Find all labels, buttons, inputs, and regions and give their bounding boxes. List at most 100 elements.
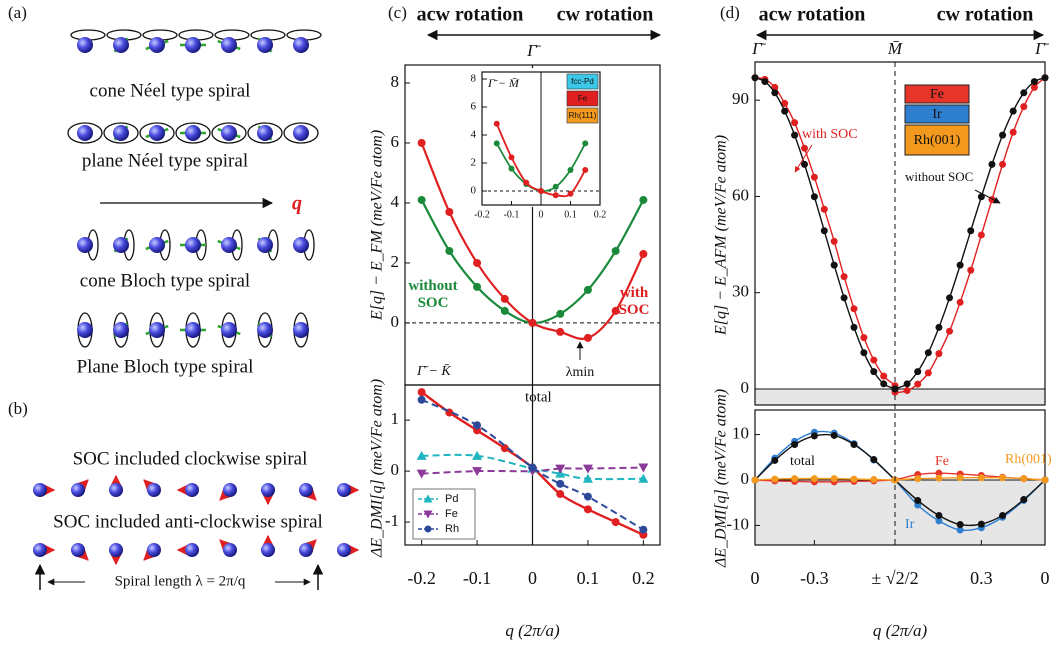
data-point <box>493 140 500 147</box>
row-label: Plane Bloch type spiral <box>77 356 254 377</box>
layer-label: fcc-Pd <box>571 77 594 86</box>
data-point <box>914 368 922 376</box>
y-tick-label: 90 <box>732 89 749 108</box>
data-point <box>810 193 818 201</box>
series-label: Rh(001) <box>1005 452 1051 467</box>
spin-ball <box>185 125 201 141</box>
x-tick-label: 0 <box>1041 568 1050 588</box>
spin-ball <box>77 237 93 253</box>
data-point <box>850 323 858 331</box>
data-point <box>840 294 848 302</box>
y-tick-label: 2 <box>471 157 477 169</box>
direction-heading: cw rotation <box>557 4 654 26</box>
data-point <box>946 327 954 335</box>
data-point <box>567 190 574 197</box>
x-axis-label: q (2π/a) <box>873 621 928 640</box>
y-tick-label: 4 <box>391 192 400 211</box>
data-point <box>810 432 818 440</box>
y-tick-label: 0 <box>741 469 750 488</box>
data-point <box>1020 103 1028 111</box>
spin-ball <box>261 483 275 497</box>
spin-plane <box>175 122 211 144</box>
legend-marker <box>423 510 433 519</box>
panel-label: (d) <box>720 3 740 22</box>
data-point <box>791 441 799 449</box>
data-point <box>582 473 593 483</box>
row-label: SOC included anti-clockwise spiral <box>53 511 323 532</box>
data-point <box>1020 496 1028 504</box>
data-point <box>523 179 530 186</box>
data-point <box>1020 89 1028 97</box>
legend-label: Pd <box>445 493 458 505</box>
series-label: without SOC <box>905 169 973 184</box>
spin-ball <box>185 237 201 253</box>
y-axis-label: E[q] − E_FM (meV/Fe atom) <box>369 130 386 321</box>
spin-ball <box>113 37 129 53</box>
data-point <box>493 120 500 127</box>
layer-box <box>904 104 970 124</box>
data-point <box>1009 128 1017 136</box>
data-point <box>771 83 779 91</box>
data-point <box>935 469 943 477</box>
data-point <box>967 266 975 274</box>
data-point <box>850 305 858 313</box>
data-point <box>771 456 779 464</box>
y-axis-label: E[q] − E_AFM (meV/Fe atom) <box>713 135 730 336</box>
data-point <box>977 520 985 528</box>
data-point <box>956 474 964 482</box>
x-axis-label: q (2π/a) <box>505 621 560 640</box>
x-tick-label: -0.3 <box>800 568 829 588</box>
x-tick-label: 0.2 <box>594 209 607 220</box>
data-point <box>552 192 559 199</box>
legend-marker <box>424 525 432 533</box>
series-pointer <box>974 189 1001 204</box>
layer-box <box>566 73 599 90</box>
data-point <box>417 138 426 147</box>
row-label: cone Néel type spiral <box>90 80 251 101</box>
direction-heading: acw rotation <box>759 4 866 26</box>
spin-ball <box>71 543 85 557</box>
y-tick-label: 8 <box>471 73 477 85</box>
data-point <box>860 349 868 357</box>
data-point <box>914 380 922 388</box>
layer-box <box>904 124 970 156</box>
data-point <box>552 183 559 190</box>
data-point <box>639 249 648 258</box>
layer-label: Rh(111) <box>569 111 597 120</box>
y-tick-label: 2 <box>391 252 400 271</box>
data-point <box>1009 107 1017 115</box>
data-point <box>988 160 996 168</box>
data-point <box>771 475 779 483</box>
data-point <box>445 246 454 255</box>
layer-box <box>566 107 599 124</box>
y-tick-label: 8 <box>391 72 400 91</box>
series-label: with SOC <box>618 285 650 318</box>
data-point <box>977 193 985 201</box>
data-point <box>582 464 593 474</box>
data-point <box>639 195 648 204</box>
data-point <box>417 388 426 397</box>
data-point <box>830 431 838 439</box>
spin-ball <box>293 125 309 141</box>
spin-ball <box>257 322 273 338</box>
direction-label: Γ̄ − K̄ <box>416 364 451 379</box>
data-point <box>611 306 620 315</box>
spin-ball <box>147 543 161 557</box>
data-point <box>500 306 509 315</box>
y-tick-label: 0 <box>471 185 477 197</box>
data-point <box>830 237 838 245</box>
data-point <box>903 380 911 388</box>
k-point: Γ̄ <box>1034 39 1050 58</box>
y-tick-label: 6 <box>471 101 477 113</box>
data-point <box>924 369 932 377</box>
spin-ball <box>293 322 309 338</box>
data-point <box>820 205 828 213</box>
direction-label: Γ̄ − M̄ <box>487 76 520 90</box>
negative-region <box>755 480 1045 545</box>
x-tick-label: -0.1 <box>504 209 520 220</box>
data-point <box>903 387 911 395</box>
series-label: total <box>790 454 815 469</box>
data-point <box>508 165 515 172</box>
data-point <box>914 496 922 504</box>
data-point <box>556 479 565 488</box>
